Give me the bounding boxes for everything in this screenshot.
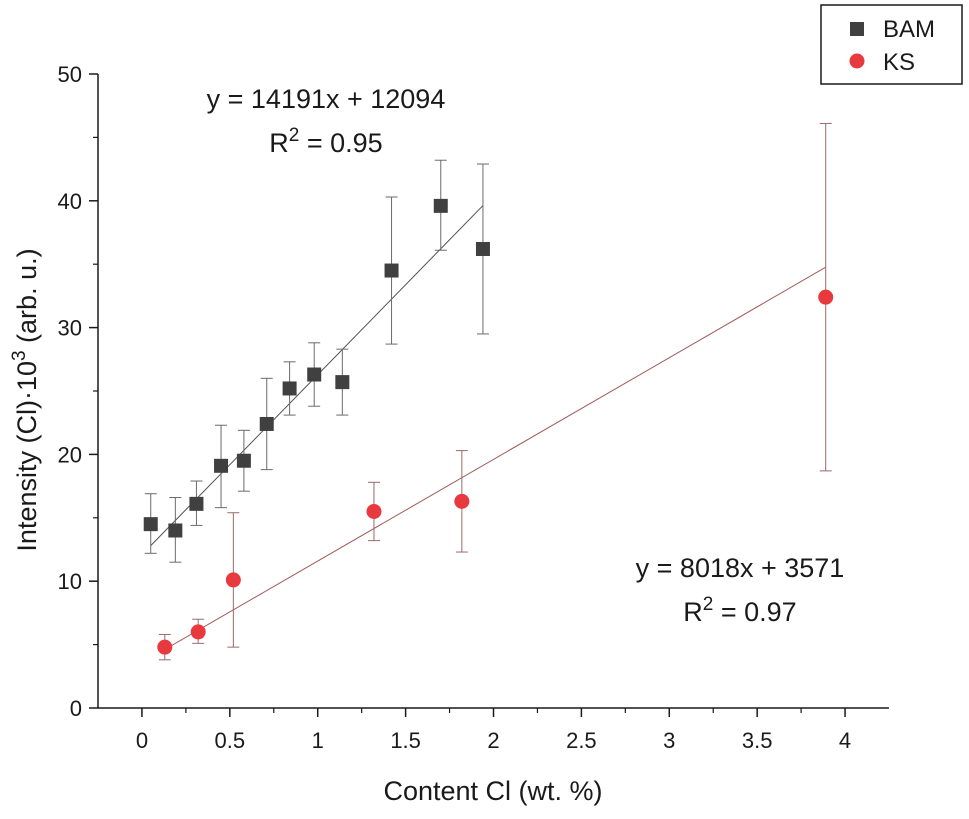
x-tick-label: 4 — [839, 728, 851, 753]
ks-point — [190, 624, 206, 640]
ks-point — [157, 639, 173, 655]
legend-marker-bam — [850, 22, 864, 36]
y-tick-label: 10 — [58, 569, 82, 594]
x-axis-ticks: 0 0.5 1 1.5 2 2.5 3 3.5 4 — [136, 708, 851, 753]
x-tick-label: 0.5 — [215, 728, 246, 753]
x-axis-title: Content Cl (wt. %) — [383, 776, 602, 806]
y-tick-label: 30 — [58, 316, 82, 341]
x-tick-label: 2.5 — [566, 728, 597, 753]
bam-r-squared: R2 = 0.95 — [269, 125, 382, 158]
y-axis-title-base: Intensity (Cl)·10 — [12, 361, 42, 552]
y-axis-title: Intensity (Cl)·103 (arb. u.) — [9, 248, 42, 551]
bam-r2-value: = 0.95 — [299, 128, 382, 158]
x-tick-label: 1.5 — [390, 728, 421, 753]
bam-point — [384, 263, 399, 278]
bam-point — [168, 523, 183, 538]
bam-point — [433, 198, 448, 213]
x-tick-label: 1 — [312, 728, 324, 753]
bam-r2-superscript: 2 — [289, 125, 300, 146]
bam-point — [189, 496, 204, 511]
y-axis-ticks: 0 10 20 30 40 50 — [58, 62, 98, 721]
x-tick-label: 0 — [136, 728, 148, 753]
ks-point — [225, 572, 241, 588]
bam-point — [259, 416, 274, 431]
x-tick-label: 3.5 — [742, 728, 773, 753]
y-tick-label: 20 — [58, 442, 82, 467]
ks-r-squared: R2 = 0.97 — [683, 594, 796, 627]
data-markers — [143, 198, 834, 655]
y-tick-label: 0 — [70, 696, 82, 721]
bam-point — [335, 375, 350, 390]
ks-r2-letter: R — [683, 597, 703, 627]
ks-r2-superscript: 2 — [703, 594, 714, 615]
x-tick-label: 3 — [663, 728, 675, 753]
bam-fit-equation: y = 14191x + 12094 — [207, 84, 446, 114]
y-axis-title-suffix: (arb. u.) — [12, 248, 42, 350]
bam-point — [282, 381, 297, 396]
legend-marker-ks — [849, 53, 865, 69]
bam-point — [143, 517, 158, 532]
ks-point — [818, 289, 834, 305]
y-tick-label: 40 — [58, 189, 82, 214]
legend-box — [820, 4, 963, 85]
y-tick-label: 50 — [58, 62, 82, 87]
x-tick-label: 2 — [487, 728, 499, 753]
ks-point — [366, 503, 382, 519]
bam-r2-letter: R — [269, 128, 289, 158]
bam-point — [214, 458, 229, 473]
ks-r2-value: = 0.97 — [713, 597, 796, 627]
ks-point — [454, 493, 470, 509]
ks-fit-line — [164, 266, 826, 650]
legend-label-bam: BAM — [883, 16, 935, 43]
bam-point — [307, 367, 322, 382]
legend: BAM KS — [820, 4, 963, 85]
y-axis-title-superscript: 3 — [9, 350, 30, 361]
ks-fit-equation: y = 8018x + 3571 — [636, 553, 845, 583]
bam-point — [475, 241, 490, 256]
legend-label-ks: KS — [883, 49, 915, 76]
bam-point — [236, 453, 251, 468]
